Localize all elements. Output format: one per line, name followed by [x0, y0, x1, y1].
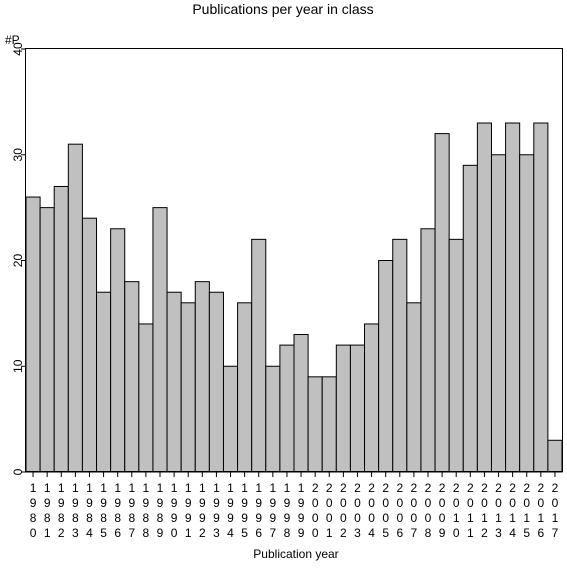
bar-1993: [208, 291, 224, 473]
bar-2005: [378, 260, 394, 473]
bar-1987: [124, 281, 140, 473]
x-axis: 1 9 8 0 1 9 8 1 1 9 8 2 1 9 8 3 1 9 8 4 1 9 8 5 1 9 8 6 1 9 8 7 1 9 8 8 1 9 8 9…: [30, 472, 559, 540]
bar-1990: [166, 291, 182, 473]
y-axis-label: #P: [5, 33, 20, 47]
y-tick-label: 10: [11, 359, 25, 373]
y-axis: 0 10 20 30 40: [11, 42, 26, 475]
bar-2012: [476, 122, 492, 473]
bar-1999: [293, 334, 309, 473]
bar-2006: [392, 238, 408, 473]
bar-1996: [251, 238, 267, 473]
bar-2017: [547, 439, 563, 473]
chart-title: Publications per year in class: [192, 1, 373, 17]
bar-1982: [53, 185, 69, 473]
bar-1989: [152, 207, 168, 473]
y-tick-label: 30: [11, 148, 25, 162]
bar-2011: [462, 164, 478, 473]
bar-2013: [490, 154, 507, 473]
bar-2014: [505, 122, 521, 473]
plot-frame: [25, 48, 563, 472]
bar-1998: [279, 344, 295, 473]
bar-1981: [39, 207, 55, 473]
bar-2007: [406, 302, 422, 473]
bar-2009: [434, 133, 450, 473]
bar-2004: [364, 323, 380, 473]
y-tick-label: 20: [11, 254, 25, 268]
bar-2008: [420, 228, 436, 473]
bar-2003: [349, 344, 366, 473]
bar-1985: [96, 291, 112, 473]
bars: [25, 122, 563, 473]
bar-1995: [237, 302, 253, 473]
bar-2000: [307, 376, 323, 473]
bar-2015: [519, 154, 535, 473]
y-tick-label: 0: [11, 468, 25, 475]
bar-1991: [180, 302, 196, 473]
bar-1984: [81, 217, 98, 473]
bar-2016: [533, 122, 549, 473]
bar-1992: [194, 281, 210, 473]
x-axis-label: Publication year: [253, 547, 338, 561]
bar-2010: [448, 238, 464, 473]
y-tick-label: 40: [11, 42, 25, 56]
bar-1980: [25, 196, 41, 473]
bar-2001: [321, 376, 337, 473]
bar-2002: [335, 344, 351, 473]
bar-1988: [138, 323, 154, 473]
bar-1994: [222, 365, 239, 473]
bar-1997: [265, 365, 281, 473]
bar-1986: [110, 228, 126, 473]
bar-1983: [67, 143, 83, 473]
